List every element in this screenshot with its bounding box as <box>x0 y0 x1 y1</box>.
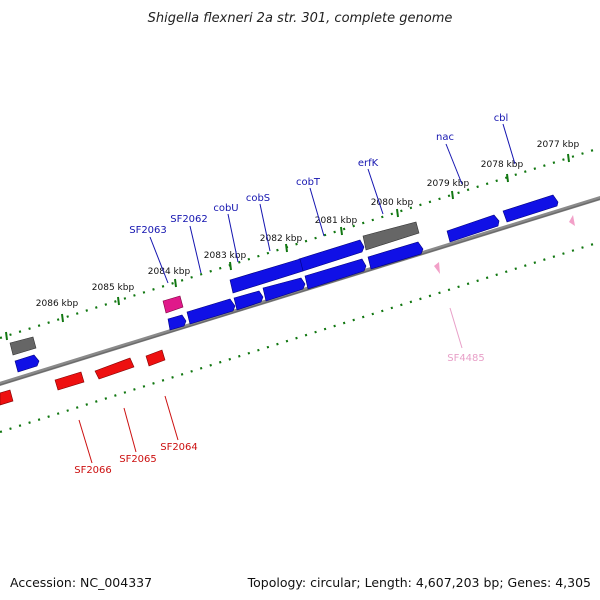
gene-cobS-2[interactable] <box>262 277 306 302</box>
gene-label-cobU: cobU <box>213 203 238 214</box>
gene-labels: cbl nac erfK cobT cobS cobU SF2062 SF206… <box>74 113 508 476</box>
genome-summary-text: Topology: circular; Length: 4,607,203 bp… <box>247 575 591 590</box>
gene-label-cobT: cobT <box>296 177 321 188</box>
leader-lines <box>78 123 516 464</box>
gene-label-SF2064: SF2064 <box>160 442 198 453</box>
major-ticks <box>5 153 570 341</box>
gene-SF2062[interactable] <box>233 290 264 311</box>
gene-SF2062-b[interactable] <box>186 298 236 325</box>
scale-label-2083: 2083 kbp <box>204 251 247 261</box>
gene-SF2066[interactable] <box>54 371 85 391</box>
forward-genes <box>9 194 559 373</box>
scale-label-2082: 2082 kbp <box>260 234 303 244</box>
pink-features <box>434 215 575 274</box>
scale-labels: 2077 kbp 2078 kbp 2079 kbp 2080 kbp 2081… <box>36 140 580 309</box>
scale-label-2078: 2078 kbp <box>481 160 524 170</box>
gene-erfK-pseudo[interactable] <box>362 221 420 251</box>
gene-SF2064[interactable] <box>145 349 166 367</box>
feature-SF4485[interactable] <box>434 262 440 274</box>
scale-label-2079: 2079 kbp <box>427 179 470 189</box>
scale-label-2077: 2077 kbp <box>537 140 580 150</box>
scale-label-2085: 2085 kbp <box>92 283 135 293</box>
map-title: Shigella flexneri 2a str. 301, complete … <box>148 11 453 26</box>
gene-left-forward[interactable] <box>14 354 40 373</box>
feature-pink-right[interactable] <box>569 215 575 226</box>
gene-SF2063[interactable] <box>167 314 187 331</box>
accession-text: Accession: NC_004337 <box>10 575 153 590</box>
genome-backbone <box>0 196 600 386</box>
reverse-genes <box>0 349 166 406</box>
gene-cobU-2[interactable] <box>304 258 367 290</box>
gene-label-SF2065: SF2065 <box>119 454 157 465</box>
gene-cobS[interactable] <box>229 258 304 294</box>
gene-nac[interactable] <box>446 214 500 243</box>
gene-left-pseudo[interactable] <box>9 336 37 356</box>
gene-label-cbl: cbl <box>494 113 509 124</box>
gene-label-SF2063: SF2063 <box>129 225 167 236</box>
scale-label-2086: 2086 kbp <box>36 299 79 309</box>
gene-label-SF4485: SF4485 <box>447 353 485 364</box>
scale-label-2084: 2084 kbp <box>148 267 191 277</box>
gene-label-cobS: cobS <box>246 193 270 204</box>
gene-other-magenta[interactable] <box>162 295 184 314</box>
gene-cobU[interactable] <box>367 241 424 270</box>
gene-label-erfK: erfK <box>358 158 379 169</box>
gene-label-SF2062: SF2062 <box>170 214 208 225</box>
gene-cbl[interactable] <box>502 194 559 223</box>
scale-label-2081: 2081 kbp <box>315 216 358 226</box>
gene-left-reverse[interactable] <box>0 389 14 406</box>
gene-label-SF2066: SF2066 <box>74 465 112 476</box>
scale-label-2080: 2080 kbp <box>371 198 414 208</box>
gene-label-nac: nac <box>436 132 454 143</box>
gene-SF2065[interactable] <box>94 357 135 380</box>
